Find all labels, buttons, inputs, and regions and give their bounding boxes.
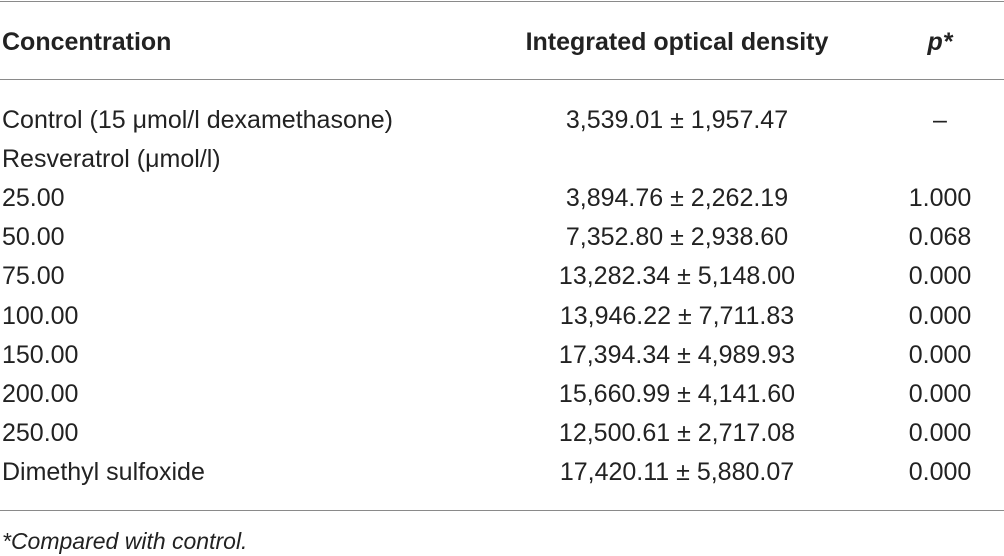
table-cell: 1.000 bbox=[908, 184, 972, 213]
table-cell: 25.00 bbox=[2, 184, 65, 213]
table-cell: 100.00 bbox=[2, 301, 79, 330]
table-cell: 3,894.76 ± 2,262.19 bbox=[565, 184, 789, 213]
table-cell: 0.000 bbox=[908, 418, 972, 447]
table-cell: 0.000 bbox=[908, 301, 972, 330]
table-cell: 50.00 bbox=[2, 223, 65, 252]
table-cell: Dimethyl sulfoxide bbox=[2, 457, 205, 486]
table-cell: 0.068 bbox=[908, 223, 972, 252]
header-cell: Integrated optical density bbox=[525, 28, 829, 56]
table-cell: 13,946.22 ± 7,711.83 bbox=[559, 301, 795, 330]
header-rule bbox=[0, 79, 1004, 80]
table-cell: 75.00 bbox=[2, 262, 65, 291]
table-cell: 200.00 bbox=[2, 379, 79, 408]
table-cell: Resveratrol (μmol/l) bbox=[2, 145, 221, 174]
table-cell: 7,352.80 ± 2,938.60 bbox=[565, 223, 789, 252]
table-cell: 0.000 bbox=[908, 457, 972, 486]
table-cell: 15,660.99 ± 4,141.60 bbox=[558, 379, 796, 408]
table-cell: 12,500.61 ± 2,717.08 bbox=[558, 418, 796, 447]
table-cell: 13,282.34 ± 5,148.00 bbox=[558, 262, 796, 291]
table-cell: 0.000 bbox=[908, 262, 972, 291]
table-cell: – bbox=[933, 106, 947, 134]
table-cell: 0.000 bbox=[908, 379, 972, 408]
table-cell: 0.000 bbox=[908, 340, 972, 369]
table-cell: 17,420.11 ± 5,880.07 bbox=[559, 457, 795, 486]
footnote: *Compared with control. bbox=[2, 528, 248, 554]
table-cell: 150.00 bbox=[2, 340, 79, 369]
header-cell: Concentration bbox=[2, 28, 172, 56]
table-cell: 17,394.34 ± 4,989.93 bbox=[558, 340, 796, 369]
table-cell: 250.00 bbox=[2, 418, 79, 447]
table-cell: 3,539.01 ± 1,957.47 bbox=[565, 106, 789, 134]
header-cell: p* bbox=[927, 28, 953, 56]
top-rule bbox=[0, 1, 1004, 2]
table-cell: Control (15 μmol/l dexamethasone) bbox=[2, 106, 393, 134]
bottom-rule bbox=[0, 510, 1004, 511]
